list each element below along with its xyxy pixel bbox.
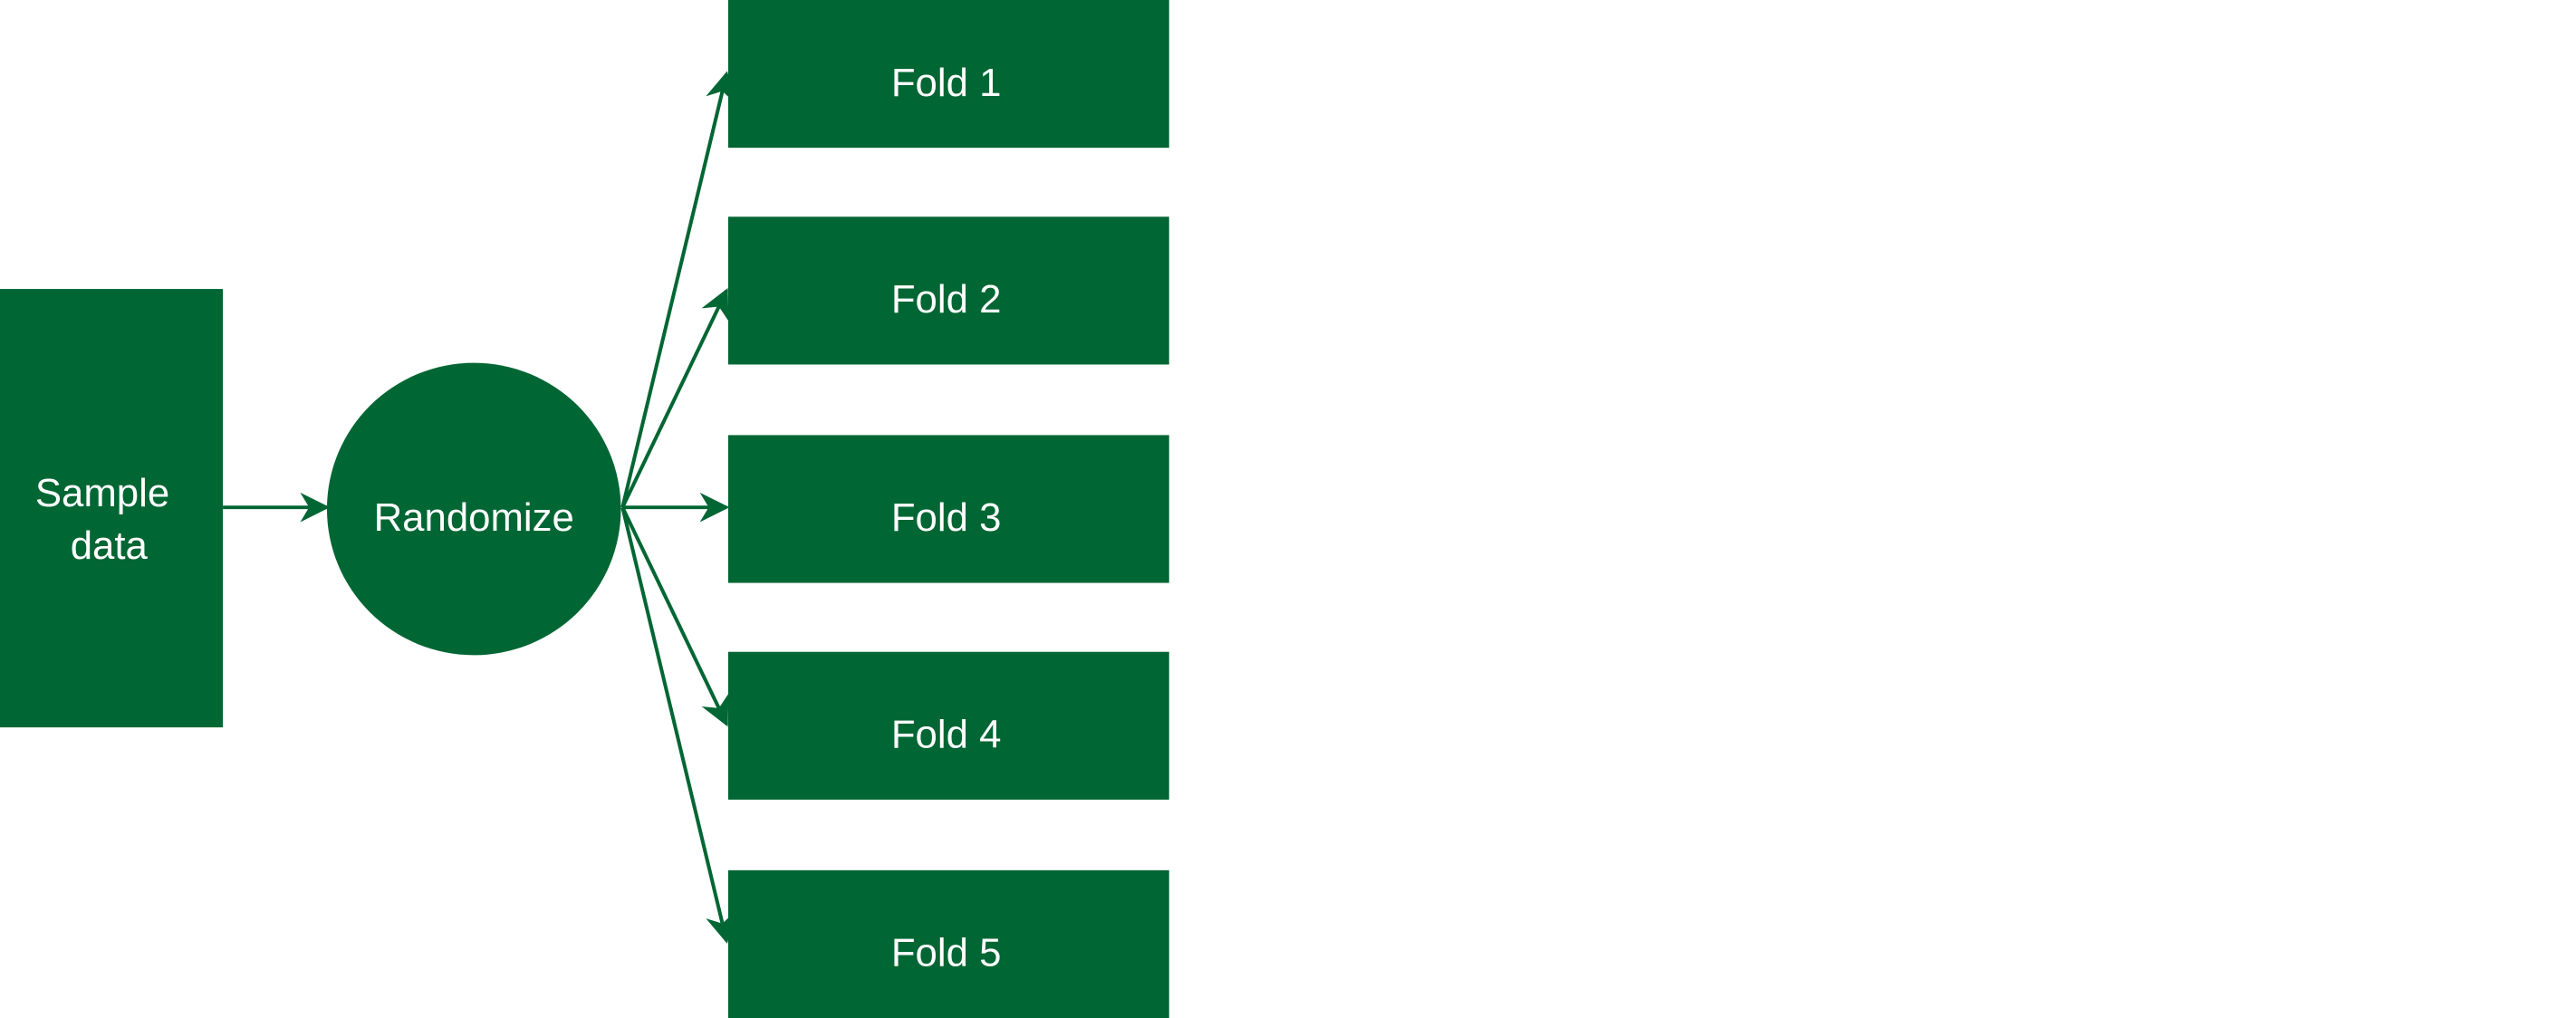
fold-5-node: Fold 5 <box>727 869 1169 1018</box>
sample-data-box <box>0 289 224 728</box>
fold-5-label: Fold 5 <box>891 932 1002 975</box>
fold-3-label: Fold 3 <box>891 496 1002 540</box>
sample-data-node: Sample data <box>0 289 224 728</box>
fold-nodes: Fold 1 Fold 2 Fold 3 Fold 4 Fold 5 <box>727 0 1169 1018</box>
randomize-circle <box>326 362 621 656</box>
randomize-node: Randomize <box>326 362 621 656</box>
fold-4-box <box>727 651 1169 800</box>
randomize-label: Randomize <box>374 496 574 540</box>
sample-data-label-line1: Sample <box>35 472 169 515</box>
fold-1-box <box>727 0 1169 149</box>
sample-data-label-line2: data <box>71 524 149 568</box>
fold-4-node: Fold 4 <box>727 651 1169 800</box>
fold-4-label: Fold 4 <box>891 714 1002 757</box>
fold-2-label: Fold 2 <box>891 278 1002 322</box>
edges <box>223 71 735 944</box>
fold-1-label: Fold 1 <box>891 62 1002 105</box>
fold-3-box <box>727 435 1169 583</box>
fold-1-node: Fold 1 <box>727 0 1169 149</box>
fold-2-node: Fold 2 <box>727 216 1169 365</box>
edge-randomize-to-fold-4 <box>620 506 729 727</box>
edge-randomize-to-fold-2 <box>620 287 729 509</box>
edge-randomize-to-fold-1 <box>620 71 735 508</box>
edge-randomize-to-fold-5 <box>620 506 735 944</box>
fold-5-box <box>727 869 1169 1018</box>
fold-3-node: Fold 3 <box>727 435 1169 583</box>
fold-2-box <box>727 216 1169 365</box>
